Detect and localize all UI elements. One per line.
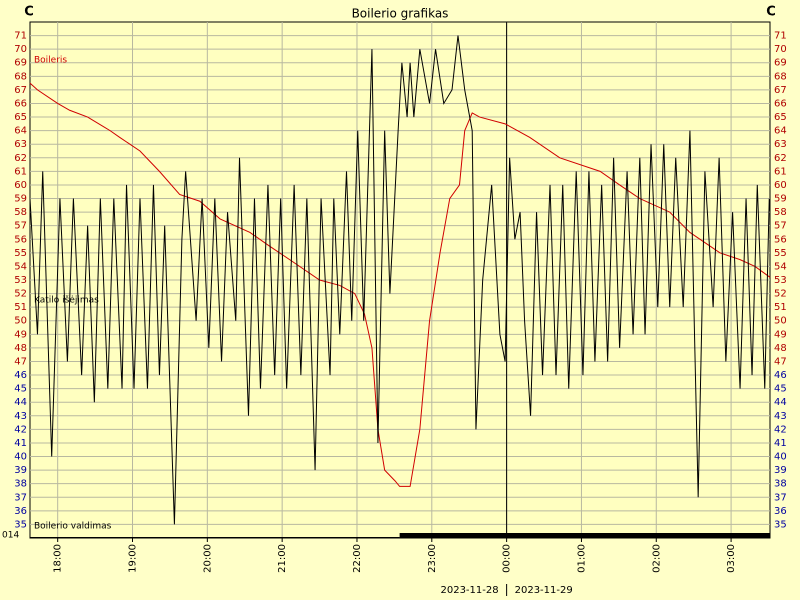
y-tick-label: 38 [14,479,27,490]
y-tick-label: 42 [14,424,27,435]
y2-tick-label: 51 [774,302,787,313]
y2-tick-label: 54 [774,261,787,272]
y-tick-label: 45 [14,384,27,395]
y-tick-label: 46 [14,370,27,381]
y2-tick-label: 43 [774,411,787,422]
y-tick-label: 51 [14,302,27,313]
x-tick-label: 23:00 [427,544,438,573]
y-tick-label: 53 [14,275,27,286]
y-tick-label: 59 [14,194,27,205]
y-tick-label: 69 [14,58,27,69]
y2-tick-label: 67 [774,85,787,96]
y-tick-label: 47 [14,356,27,367]
y-tick-label: 52 [14,289,27,300]
chart-title: Boilerio grafikas [352,7,449,21]
y-tick-label: 70 [14,44,27,55]
y2-tick-label: 62 [774,153,787,164]
y2-tick-label: 66 [774,98,787,109]
y-tick-label: 68 [14,71,27,82]
y-tick-label: 44 [14,397,27,408]
y-tick-label: 43 [14,411,27,422]
y2-tick-label: 35 [774,519,787,530]
y2-tick-label: 53 [774,275,787,286]
control-segment [30,537,400,538]
y2-tick-label: 65 [774,112,787,123]
y-tick-label: 48 [14,343,27,354]
series-label: Boileris [34,56,67,66]
control-label: Boilerio valdimas [34,522,112,532]
control-code: 014 [2,531,19,541]
y2-tick-label: 56 [774,234,787,245]
y2-tick-label: 71 [774,31,787,42]
x-tick-label: 21:00 [277,544,288,573]
y2-tick-label: 44 [774,397,787,408]
y2-tick-label: 40 [774,452,787,463]
y-tick-label: 64 [14,126,27,137]
y-tick-label: 40 [14,452,27,463]
x-tick-label: 20:00 [202,544,213,573]
y2-tick-label: 46 [774,370,787,381]
y-tick-label: 61 [14,166,27,177]
y2-tick-label: 52 [774,289,787,300]
y-tick-label: 58 [14,207,27,218]
x-tick-label: 00:00 [502,544,513,573]
y-unit: C [766,5,776,20]
y2-tick-label: 61 [774,166,787,177]
y2-tick-label: 70 [774,44,787,55]
y2-tick-label: 39 [774,465,787,476]
x-tick-label: 01:00 [576,544,587,573]
y-tick-label: 55 [14,248,27,259]
y-tick-label: 67 [14,85,27,96]
y-tick-label: 65 [14,112,27,123]
date-label: 2023-11-29 [515,585,573,596]
y2-tick-label: 64 [774,126,787,137]
y2-tick-label: 58 [774,207,787,218]
y-tick-label: 41 [14,438,27,449]
y2-tick-label: 42 [774,424,787,435]
series-label: Katilo išėjimas [34,295,99,306]
y2-tick-label: 57 [774,221,787,232]
control-segment [399,533,770,538]
y2-tick-label: 47 [774,356,787,367]
y-tick-label: 35 [14,519,27,530]
y2-tick-label: 60 [774,180,787,191]
x-tick-label: 02:00 [651,544,662,573]
x-tick-label: 18:00 [53,544,64,573]
x-tick-label: 19:00 [128,544,139,573]
y2-tick-label: 36 [774,506,787,517]
y2-tick-label: 63 [774,139,787,150]
y-tick-label: 66 [14,98,27,109]
y-unit: C [24,5,34,20]
y-tick-label: 37 [14,492,27,503]
y-tick-label: 62 [14,153,27,164]
y2-tick-label: 49 [774,329,787,340]
y-tick-label: 50 [14,316,27,327]
y-tick-label: 36 [14,506,27,517]
y2-tick-label: 37 [774,492,787,503]
y2-tick-label: 68 [774,71,787,82]
y2-tick-label: 45 [774,384,787,395]
y2-tick-label: 55 [774,248,787,259]
y2-tick-label: 59 [774,194,787,205]
y-tick-label: 71 [14,31,27,42]
y-tick-label: 57 [14,221,27,232]
y-tick-label: 39 [14,465,27,476]
y2-tick-label: 50 [774,316,787,327]
y-tick-label: 54 [14,261,27,272]
y-tick-label: 56 [14,234,27,245]
y-tick-label: 63 [14,139,27,150]
series-line [29,35,770,525]
y2-tick-label: 69 [774,58,787,69]
date-label: 2023-11-28 [440,585,498,596]
x-tick-label: 22:00 [352,544,363,573]
y2-tick-label: 41 [774,438,787,449]
y-tick-label: 60 [14,180,27,191]
y2-tick-label: 48 [774,343,787,354]
x-tick-label: 03:00 [726,544,737,573]
y2-tick-label: 38 [774,479,787,490]
y-tick-label: 49 [14,329,27,340]
